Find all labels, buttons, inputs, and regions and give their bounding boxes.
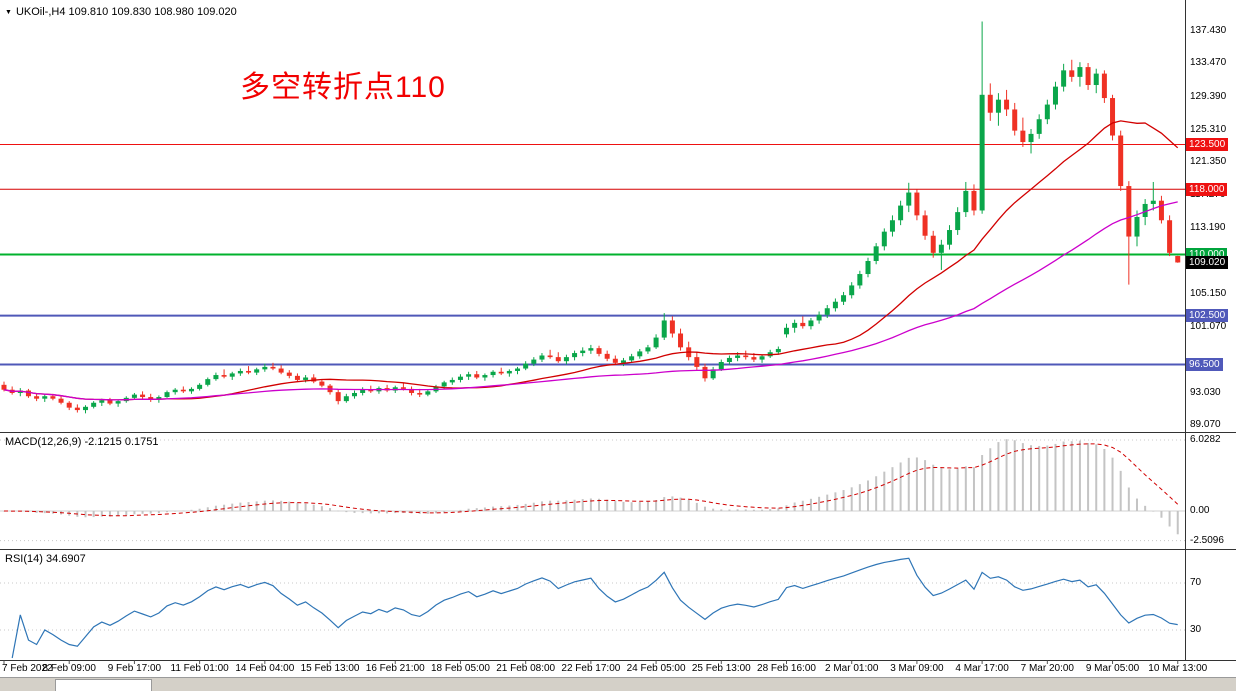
time-axis-label: 16 Feb 21:00 [365, 663, 425, 674]
time-axis-label: 15 Feb 13:00 [300, 663, 360, 674]
price-tick-label: 113.190 [1190, 222, 1226, 234]
time-axis-label: 21 Feb 08:00 [496, 663, 556, 674]
candlestick-series [1, 21, 1181, 414]
price-highlight-label: 123.500 [1186, 137, 1229, 151]
price-tick-label: 137.430 [1190, 25, 1227, 36]
time-axis-label: 24 Feb 05:00 [626, 663, 686, 674]
time-axis-label: 3 Mar 09:00 [890, 663, 944, 674]
macd-histogram [3, 439, 1179, 535]
rsi-tick-label: 30 [1190, 624, 1202, 635]
time-axis-label: 2 Mar 01:00 [825, 663, 879, 674]
price-tick-label: 101.070 [1190, 321, 1227, 333]
annotation-text[interactable]: 多空转折点110 [240, 71, 446, 104]
price-tick-label: 93.030 [1190, 386, 1221, 398]
macd-indicator-label: MACD(12,26,9) -2.1215 0.1751 [5, 436, 159, 448]
time-axis-label: 8 Feb 09:00 [42, 663, 96, 674]
price-highlight-label: 96.500 [1186, 357, 1223, 371]
subpanel-gridlines [0, 439, 1185, 631]
macd-tick-label: 0.00 [1190, 505, 1210, 516]
price-tick-label: 89.070 [1190, 418, 1221, 430]
moving-average-line-ma-slow [3, 201, 1178, 401]
macd-tick-label: -2.5096 [1190, 534, 1224, 546]
time-axis-label: 18 Feb 05:00 [430, 663, 490, 674]
chart-symbol-info: ▼ UKOil-,H4 109.810 109.830 108.980 109.0… [5, 6, 237, 18]
chart-tab[interactable] [55, 679, 152, 691]
panel-separators [0, 0, 1236, 664]
macd-signal-line [3, 443, 1179, 517]
symbol-timeframe-label: UKOil-,H4 [15, 6, 66, 18]
time-axis-label: 14 Feb 04:00 [235, 663, 295, 674]
price-tick-label: 105.150 [1190, 287, 1227, 299]
rsi-indicator-label: RSI(14) 34.6907 [5, 553, 86, 565]
price-tick-label: 121.350 [1190, 156, 1227, 167]
time-axis-label: 9 Mar 05:00 [1085, 663, 1140, 674]
price-tick-label: 129.390 [1190, 90, 1227, 102]
time-axis-label: 28 Feb 16:00 [757, 663, 816, 674]
rsi-tick-label: 70 [1190, 577, 1202, 588]
triangle-marker-icon: ▼ [5, 9, 12, 16]
time-axis-label: 7 Feb 2022 [2, 663, 53, 674]
price-highlight-label: 118.000 [1186, 182, 1228, 196]
price-highlight-label: 109.020 [1186, 255, 1229, 269]
time-axis-label: 10 Mar 13:00 [1148, 663, 1208, 674]
moving-average-line-ma-fast [3, 120, 1179, 401]
macd-tick-label: 6.0282 [1190, 433, 1221, 445]
price-tick-label: 125.310 [1190, 123, 1227, 135]
time-axis-label: 11 Feb 01:00 [170, 663, 229, 674]
ohlc-values-label: 109.810 109.830 108.980 109.020 [68, 6, 237, 18]
rsi-line [11, 557, 1178, 659]
time-axis-label: 25 Feb 13:00 [691, 663, 751, 674]
time-axis-label: 9 Feb 17:00 [107, 663, 162, 674]
horizontal-level-lines[interactable] [0, 143, 1185, 366]
time-axis-label: 4 Mar 17:00 [955, 663, 1009, 674]
time-axis-label: 22 Feb 17:00 [561, 663, 621, 674]
price-highlight-label: 102.500 [1186, 309, 1229, 323]
time-axis-label: 7 Mar 20:00 [1020, 663, 1074, 674]
price-tick-label: 133.470 [1190, 57, 1227, 69]
bottom-tab-bar [0, 677, 1236, 691]
